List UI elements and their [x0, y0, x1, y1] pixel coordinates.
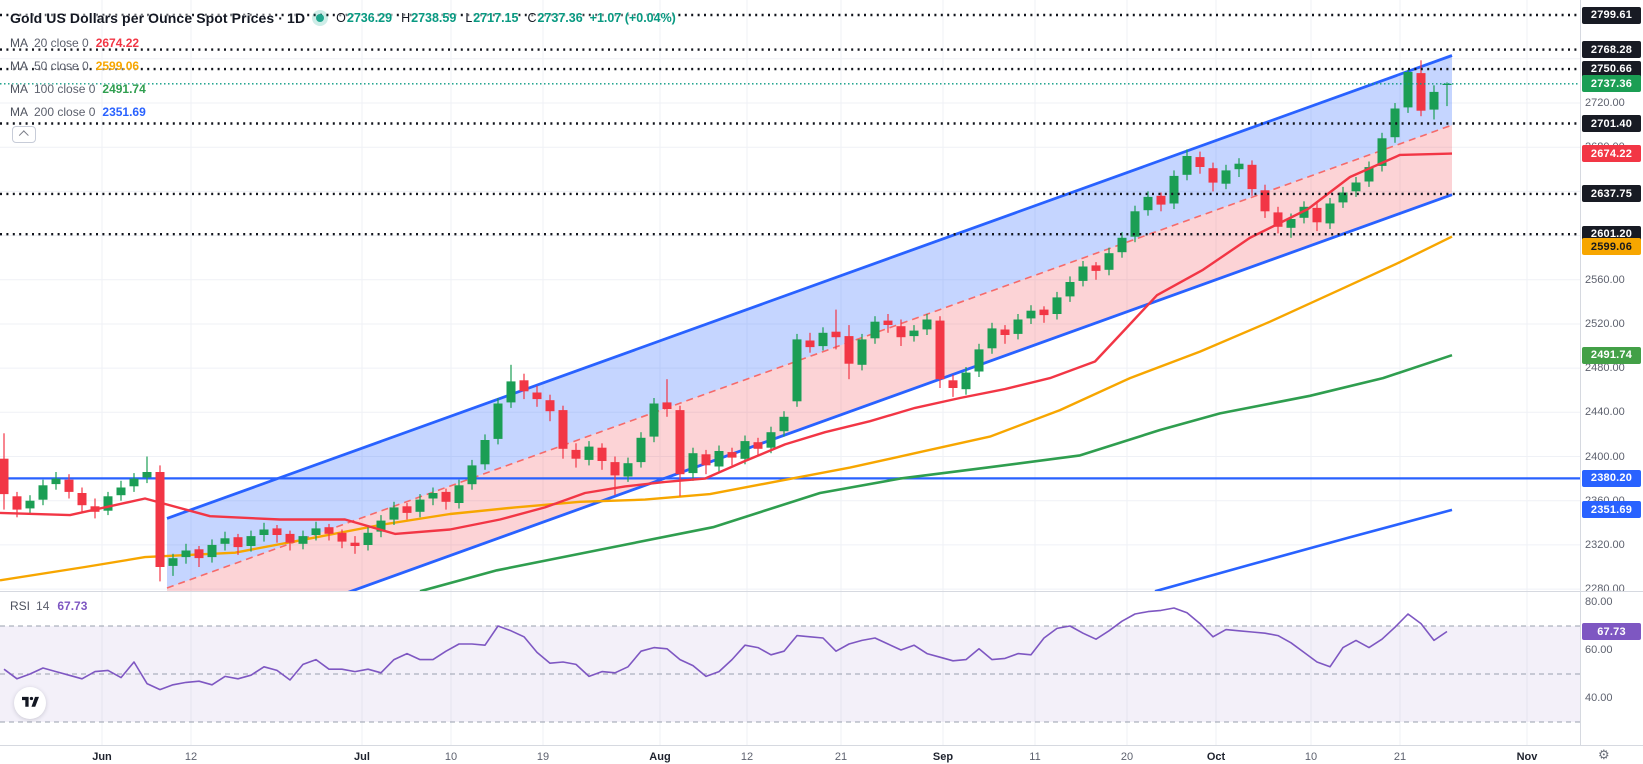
- parallel-channel[interactable]: [166, 54, 1453, 592]
- indicator-params: 100 close 0: [34, 82, 96, 96]
- rsi-tick: 80.00: [1585, 596, 1613, 608]
- ma50-line: [0, 235, 1453, 582]
- price-label-badge: 2799.61: [1582, 6, 1641, 24]
- open-value: 2736.29: [346, 11, 393, 25]
- ohlc-values: O2736.29 H2738.59 L2717.15 C2737.36: [336, 11, 583, 25]
- time-tick-label: 21: [1393, 751, 1407, 763]
- time-tick-label: 20: [1120, 751, 1134, 763]
- price-label-badge: 2491.74: [1582, 346, 1641, 364]
- indicator-name: MA: [10, 82, 28, 96]
- price-tick: 2520.00: [1585, 318, 1625, 330]
- price-tick: 2560.00: [1585, 273, 1625, 286]
- tradingview-logo[interactable]: [14, 687, 46, 719]
- price-label-badge: 2750.66: [1582, 60, 1641, 78]
- price-label-badge: 2737.36: [1582, 75, 1641, 93]
- symbol-title[interactable]: Gold US Dollars per Ounce Spot Prices · …: [10, 10, 306, 26]
- time-tick-label: 12: [184, 751, 198, 763]
- low-value: 2717.15: [473, 11, 519, 25]
- rsi-value-badge: 67.73: [1582, 623, 1641, 640]
- ma-indicator-row[interactable]: MA 20 close 0 2674.22: [10, 34, 139, 52]
- symbol-header: Gold US Dollars per Ounce Spot Prices · …: [10, 8, 676, 28]
- rsi-value: 67.73: [57, 599, 88, 613]
- time-tick-label: 11: [1029, 751, 1041, 763]
- rsi-name: RSI: [10, 599, 31, 613]
- price-label-badge: 2599.06: [1582, 238, 1641, 256]
- price-tick: 2720.00: [1585, 97, 1625, 109]
- indicator-value: 2491.74: [102, 82, 146, 96]
- tradingview-logo-icon: [21, 696, 39, 707]
- indicator-params: 50 close 0: [34, 59, 89, 73]
- ma100-line: [419, 353, 1453, 591]
- time-tick-label: 10: [444, 751, 458, 763]
- price-label-badge: 2768.28: [1582, 41, 1641, 59]
- price-label-badge: 2701.40: [1582, 115, 1641, 132]
- market-status-icon[interactable]: [312, 10, 329, 26]
- time-tick-label: Jun: [92, 751, 112, 763]
- indicator-params: 20 close 0: [34, 36, 89, 50]
- time-axis-separator: [0, 745, 1643, 746]
- indicator-name: MA: [10, 105, 28, 119]
- settings-gear-icon[interactable]: ⚙: [1598, 747, 1610, 762]
- ma200-line: [1154, 508, 1453, 591]
- price-label-badge: 2674.22: [1582, 145, 1641, 163]
- price-axis-separator: [1580, 0, 1581, 745]
- price-tick: 2440.00: [1585, 406, 1625, 419]
- rsi-line: [3, 607, 1448, 691]
- price-tick: 2400.00: [1585, 450, 1625, 463]
- chevron-up-icon: [18, 130, 29, 141]
- indicator-value: 2599.06: [95, 59, 140, 73]
- price-label-badge: 2351.69: [1582, 501, 1641, 519]
- high-value: 2738.59: [411, 11, 457, 25]
- ma-indicator-row[interactable]: MA 100 close 0 2491.74: [10, 80, 146, 98]
- rsi-pane[interactable]: [0, 591, 1580, 745]
- indicator-name: MA: [10, 59, 28, 73]
- price-pane[interactable]: [0, 0, 1580, 591]
- rsi-tick: 40.00: [1585, 692, 1613, 704]
- pane-separator[interactable]: [0, 591, 1643, 592]
- indicator-value: 2351.69: [102, 105, 146, 119]
- rsi-indicator-row[interactable]: RSI 14 67.73: [10, 598, 87, 614]
- time-tick-label: Nov: [1516, 751, 1538, 763]
- time-tick-label: 12: [740, 751, 754, 763]
- ma-indicator-row[interactable]: MA 200 close 0 2351.69: [10, 103, 146, 121]
- rsi-tick: 60.00: [1585, 644, 1613, 656]
- indicator-name: MA: [10, 36, 28, 50]
- price-label-badge: 2380.20: [1582, 469, 1641, 487]
- time-tick-label: 21: [834, 751, 848, 763]
- price-label-badge: 2637.75: [1582, 185, 1641, 203]
- close-value: 2737.36: [537, 11, 583, 25]
- time-tick-label: Oct: [1206, 751, 1226, 763]
- time-tick-label: 19: [536, 751, 550, 763]
- time-tick-label: Jul: [354, 751, 370, 763]
- price-tick: 2280.00: [1585, 583, 1625, 596]
- change-value: +1.07 (+0.04%): [589, 11, 676, 25]
- ma-indicator-row[interactable]: MA 50 close 0 2599.06: [10, 57, 139, 75]
- collapse-indicators-button[interactable]: [12, 126, 36, 143]
- indicator-value: 2674.22: [95, 36, 140, 50]
- candles-layer[interactable]: [0, 60, 1452, 582]
- time-tick-label: Sep: [932, 751, 954, 763]
- time-tick-label: Aug: [649, 751, 671, 763]
- indicator-params: 200 close 0: [34, 105, 96, 119]
- price-tick: 2480.00: [1585, 362, 1625, 375]
- ma20-line: [0, 152, 1453, 536]
- rsi-params: 14: [36, 599, 50, 613]
- price-tick: 2320.00: [1585, 538, 1625, 551]
- time-tick-label: 10: [1304, 751, 1318, 763]
